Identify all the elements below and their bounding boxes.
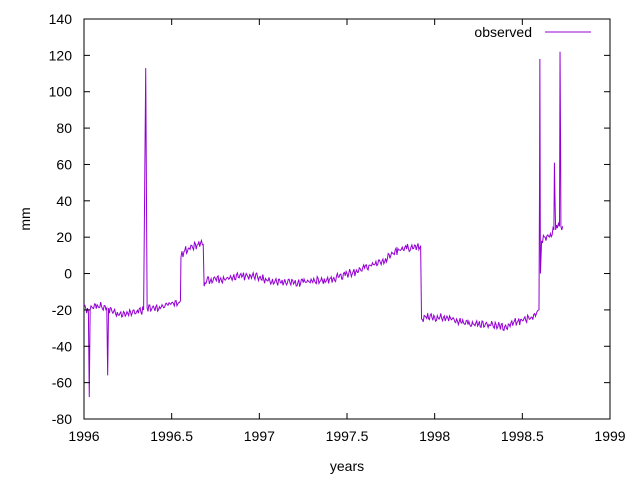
x-tick-label: 1997 bbox=[244, 428, 275, 444]
y-tick-label: 0 bbox=[64, 266, 72, 282]
plot-frame bbox=[83, 18, 611, 420]
x-tick-label: 1999 bbox=[594, 428, 625, 444]
y-axis-ticks: -80 -60 -40 -20 0 20 40 60 80 100 120 140 bbox=[49, 11, 610, 427]
y-tick-label: -60 bbox=[52, 375, 72, 391]
y-tick-label: -80 bbox=[52, 411, 72, 427]
x-axis-label: years bbox=[330, 458, 364, 474]
series-line-observed bbox=[83, 51, 564, 398]
plot-area bbox=[83, 18, 611, 420]
y-tick-label: 40 bbox=[56, 193, 72, 209]
legend: observed bbox=[474, 24, 591, 40]
y-tick-label: 120 bbox=[49, 47, 73, 63]
x-tick-label: 1996.5 bbox=[150, 428, 193, 444]
x-tick-label: 1996 bbox=[68, 428, 99, 444]
y-axis-label: mm bbox=[17, 207, 33, 230]
y-tick-label: 20 bbox=[56, 229, 72, 245]
y-tick-label: 60 bbox=[56, 156, 72, 172]
y-tick-label: 140 bbox=[49, 11, 73, 27]
x-tick-label: 1998.5 bbox=[501, 428, 544, 444]
x-axis-ticks: 1996 1996.5 1997 1997.5 1998 1998.5 1999 bbox=[68, 19, 626, 444]
y-tick-label: 100 bbox=[49, 84, 73, 100]
x-tick-label: 1997.5 bbox=[326, 428, 369, 444]
y-tick-label: -40 bbox=[52, 338, 72, 354]
y-tick-label: -20 bbox=[52, 302, 72, 318]
legend-label: observed bbox=[474, 24, 532, 40]
x-tick-label: 1998 bbox=[419, 428, 450, 444]
y-tick-label: 80 bbox=[56, 120, 72, 136]
